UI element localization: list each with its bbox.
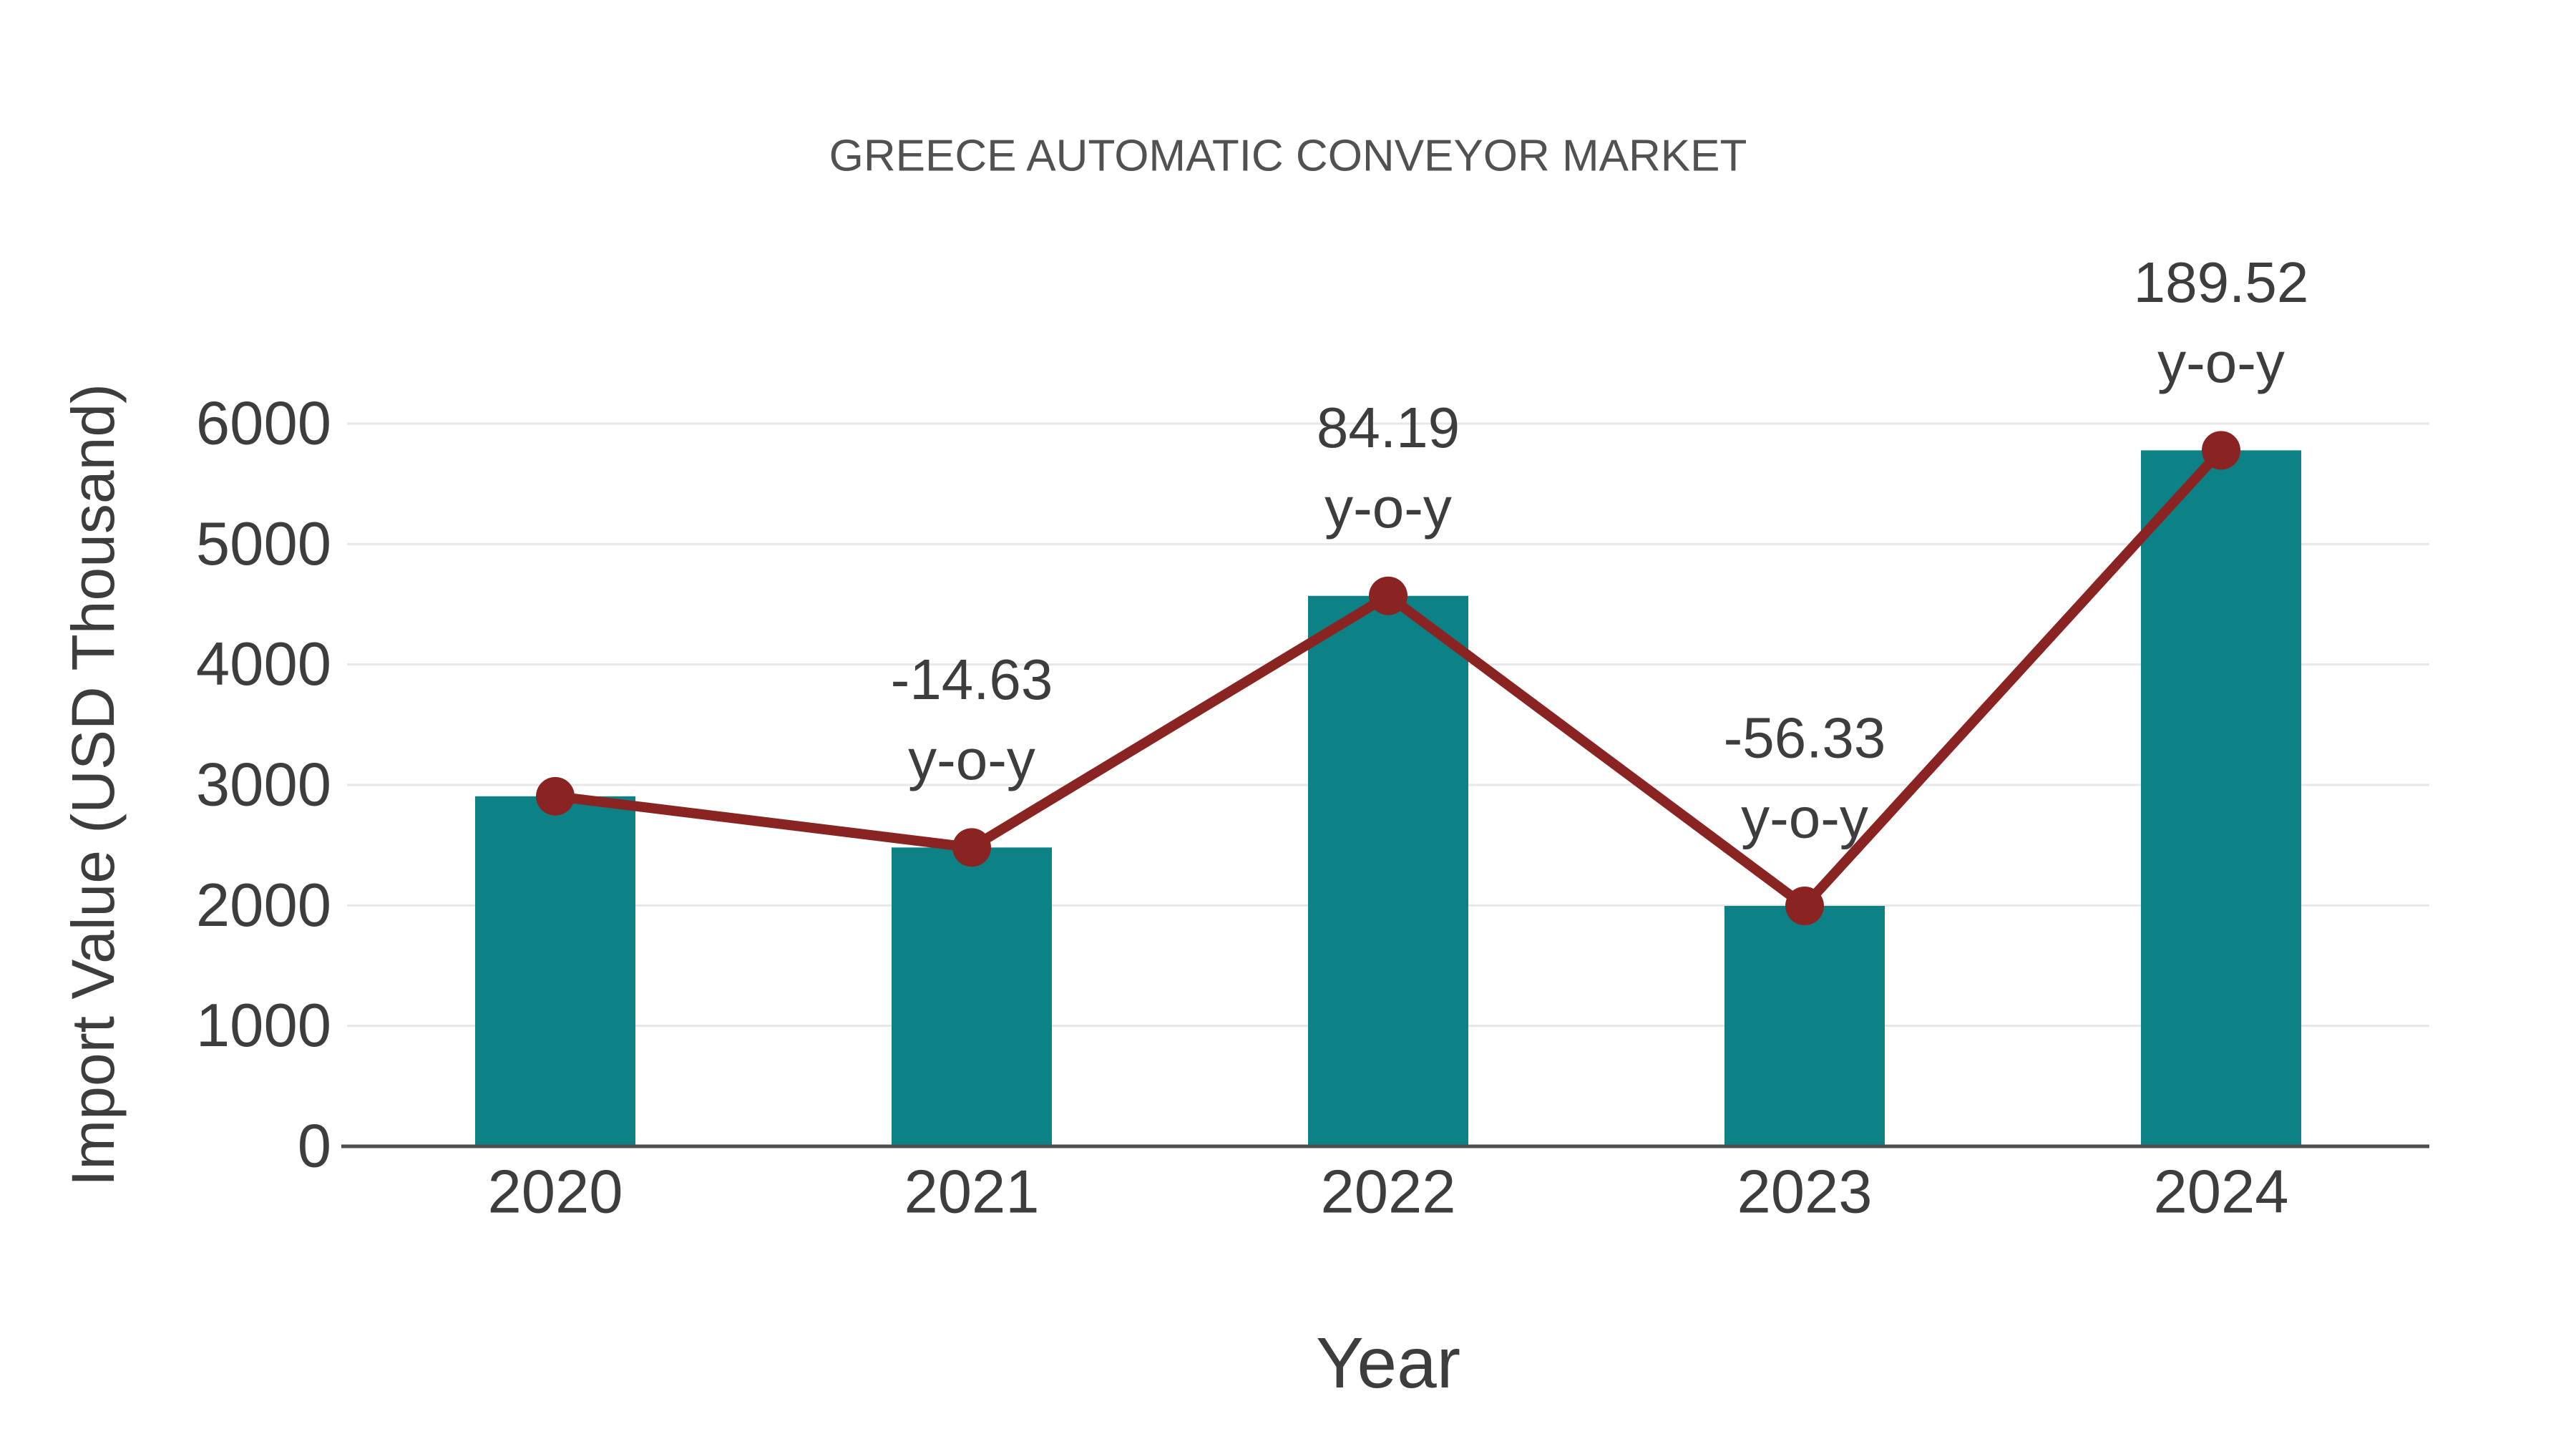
plot-area: 0 1000 2000 3000 4000 5000 6000 2020 2021 2022 202… xyxy=(196,250,2429,1226)
x-axis-title: Year xyxy=(1316,1323,1460,1403)
annotation-2021-value: -14.63 xyxy=(891,648,1053,711)
marker-2022 xyxy=(1369,576,1407,615)
annotation-2024-value: 189.52 xyxy=(2134,250,2309,314)
marker-2020 xyxy=(536,776,575,816)
y-tick-6000: 6000 xyxy=(196,390,331,458)
marker-2024 xyxy=(2202,431,2240,470)
x-tick-2021: 2021 xyxy=(904,1158,1039,1226)
x-tick-2020: 2020 xyxy=(487,1158,623,1226)
y-tick-0: 0 xyxy=(298,1113,331,1181)
y-tick-5000: 5000 xyxy=(196,510,331,578)
marker-2021 xyxy=(952,828,991,867)
bar-2024 xyxy=(2141,450,2301,1146)
annotation-2023-value: -56.33 xyxy=(1724,706,1886,770)
bar-2020 xyxy=(475,796,635,1146)
marker-2023 xyxy=(1785,887,1824,926)
bar-2022 xyxy=(1308,595,1468,1146)
y-tick-3000: 3000 xyxy=(196,751,331,819)
bar-2021 xyxy=(892,847,1052,1146)
bar-2023 xyxy=(1724,906,1885,1146)
x-tick-2024: 2024 xyxy=(2153,1158,2288,1226)
y-tick-4000: 4000 xyxy=(196,630,331,698)
annotation-2022-value: 84.19 xyxy=(1317,396,1460,459)
y-tick-1000: 1000 xyxy=(196,992,331,1060)
y-axis-title: Import Value (USD Thousand) xyxy=(59,384,127,1186)
annotation-2021-label: y-o-y xyxy=(908,728,1035,791)
annotation-2022-label: y-o-y xyxy=(1324,476,1452,540)
x-tick-2022: 2022 xyxy=(1320,1158,1455,1226)
chart-title: GREECE AUTOMATIC CONVEYOR MARKET xyxy=(829,132,1747,181)
annotation-2023-label: y-o-y xyxy=(1741,786,1868,850)
y-tick-2000: 2000 xyxy=(196,872,331,940)
annotation-2024-label: y-o-y xyxy=(2157,331,2285,394)
x-tick-2023: 2023 xyxy=(1737,1158,1872,1226)
